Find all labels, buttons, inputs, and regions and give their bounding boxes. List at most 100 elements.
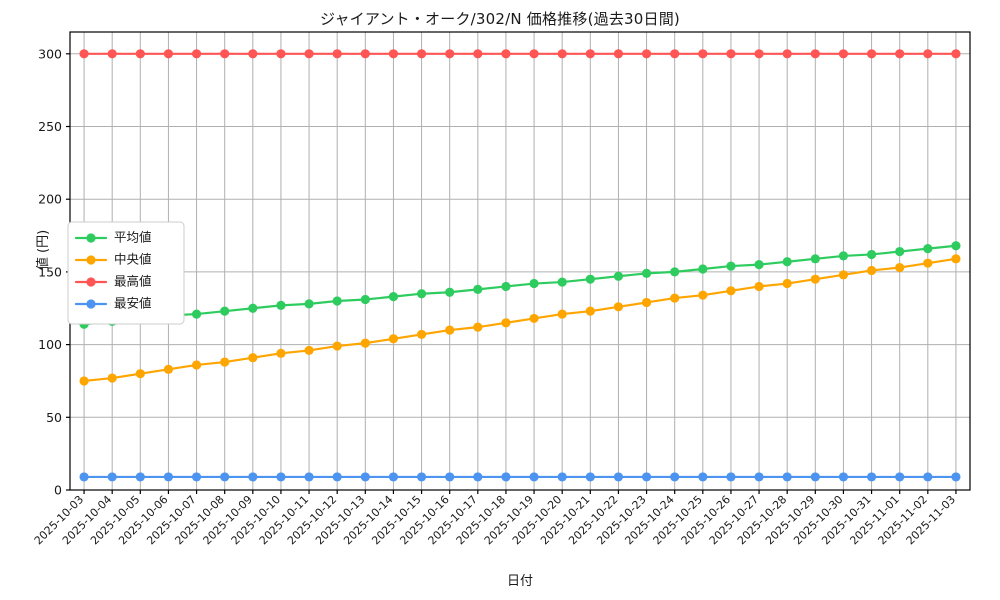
series-marker-最安値 (726, 472, 736, 482)
series-marker-平均値 (838, 251, 849, 261)
series-marker-最安値 (866, 472, 877, 482)
series-marker-最安値 (810, 472, 820, 482)
series-line-中央値 (82, 257, 958, 383)
series-marker-最高値 (163, 49, 174, 59)
y-tick-label: 50 (46, 410, 62, 425)
series-marker-最高値 (473, 49, 483, 59)
series-marker-平均値 (585, 274, 595, 284)
series-marker-中央値 (866, 265, 877, 276)
legend-label: 中央値 (114, 252, 152, 267)
series-marker-最安値 (79, 472, 89, 482)
x-axis-label: 日付 (506, 574, 533, 589)
series-marker-最高値 (332, 49, 342, 59)
series-marker-平均値 (782, 257, 792, 267)
series-marker-最安値 (641, 472, 652, 482)
series-marker-中央値 (276, 348, 286, 358)
legend-swatch-marker (86, 299, 96, 309)
series-marker-中央値 (304, 345, 314, 356)
series-marker-最高値 (895, 49, 905, 59)
legend-swatch-marker (86, 277, 96, 287)
series-marker-最安値 (754, 472, 764, 482)
series-marker-平均値 (754, 260, 764, 270)
series-marker-最高値 (191, 49, 202, 59)
series-marker-最安値 (670, 472, 680, 482)
series-marker-平均値 (866, 249, 877, 260)
y-axis-ticks: 0 50 100 150 200 250 300 (38, 46, 70, 498)
series-marker-中央値 (529, 313, 539, 324)
series-marker-最高値 (670, 49, 680, 59)
series-marker-中央値 (782, 278, 792, 289)
series-line-平均値 (82, 244, 958, 326)
series-marker-平均値 (641, 268, 652, 278)
series-marker-平均値 (670, 267, 680, 277)
series-marker-最高値 (276, 49, 286, 59)
series-marker-平均値 (248, 303, 258, 313)
series-marker-平均値 (388, 292, 399, 302)
series-marker-中央値 (501, 318, 511, 328)
series-marker-最安値 (529, 472, 539, 482)
series-marker-平均値 (613, 271, 624, 281)
legend-swatch-marker (86, 233, 96, 243)
series-marker-中央値 (163, 364, 174, 374)
series-marker-最高値 (923, 49, 933, 59)
series-marker-平均値 (501, 281, 511, 292)
series-marker-平均値 (810, 254, 820, 264)
series-marker-最安値 (473, 472, 483, 482)
x-axis-ticks: 2025-10-032025-10-042025-10-052025-10-06… (32, 490, 958, 547)
series-marker-最安値 (782, 472, 792, 482)
series-marker-最高値 (641, 49, 652, 59)
series-marker-最安値 (951, 472, 961, 482)
series-marker-最高値 (838, 49, 849, 59)
series-marker-最安値 (191, 472, 202, 482)
legend-label: 平均値 (114, 230, 152, 245)
series-marker-平均値 (304, 299, 314, 309)
series-marker-平均値 (220, 306, 230, 316)
series-marker-最安値 (248, 472, 258, 482)
series-marker-中央値 (360, 338, 370, 348)
series-marker-最高値 (79, 49, 89, 59)
series-marker-平均値 (473, 284, 483, 294)
series-marker-中央値 (810, 274, 820, 284)
series-marker-最安値 (388, 472, 399, 482)
series-marker-最安値 (557, 472, 567, 482)
series-marker-中央値 (388, 334, 399, 344)
series-marker-中央値 (135, 369, 145, 379)
series-marker-最高値 (416, 49, 427, 59)
series-marker-最高値 (304, 49, 314, 59)
series-marker-最安値 (276, 472, 286, 482)
series-marker-中央値 (754, 281, 764, 292)
series-marker-中央値 (951, 254, 961, 264)
y-tick-label: 200 (38, 192, 62, 207)
series-marker-平均値 (360, 294, 370, 305)
series-marker-最高値 (388, 49, 399, 59)
series-marker-最安値 (445, 472, 455, 482)
series-marker-平均値 (276, 300, 286, 310)
series-marker-平均値 (416, 289, 427, 299)
series-marker-最安値 (360, 472, 370, 482)
series-marker-中央値 (641, 297, 652, 308)
series-marker-最高値 (754, 49, 764, 59)
series-marker-最安値 (416, 472, 427, 482)
legend-label: 最安値 (114, 296, 152, 311)
series-marker-中央値 (220, 357, 230, 367)
series-marker-中央値 (332, 341, 342, 351)
y-tick-label: 250 (38, 119, 62, 134)
series-marker-中央値 (698, 290, 708, 300)
series-marker-中央値 (557, 309, 567, 319)
series-marker-平均値 (895, 246, 905, 257)
series-marker-最高値 (135, 49, 145, 59)
series-marker-最高値 (810, 49, 820, 59)
y-tick-label: 150 (38, 264, 62, 279)
series-marker-最高値 (951, 49, 961, 59)
series-marker-最安値 (135, 472, 145, 482)
y-tick-label: 100 (38, 337, 62, 352)
series-marker-最安値 (838, 472, 849, 482)
series-marker-最高値 (782, 49, 792, 59)
series-marker-最安値 (613, 472, 624, 482)
series-marker-最高値 (698, 49, 708, 59)
series-marker-平均値 (529, 278, 539, 289)
series-marker-最高値 (585, 49, 595, 59)
series-marker-最高値 (445, 49, 455, 59)
